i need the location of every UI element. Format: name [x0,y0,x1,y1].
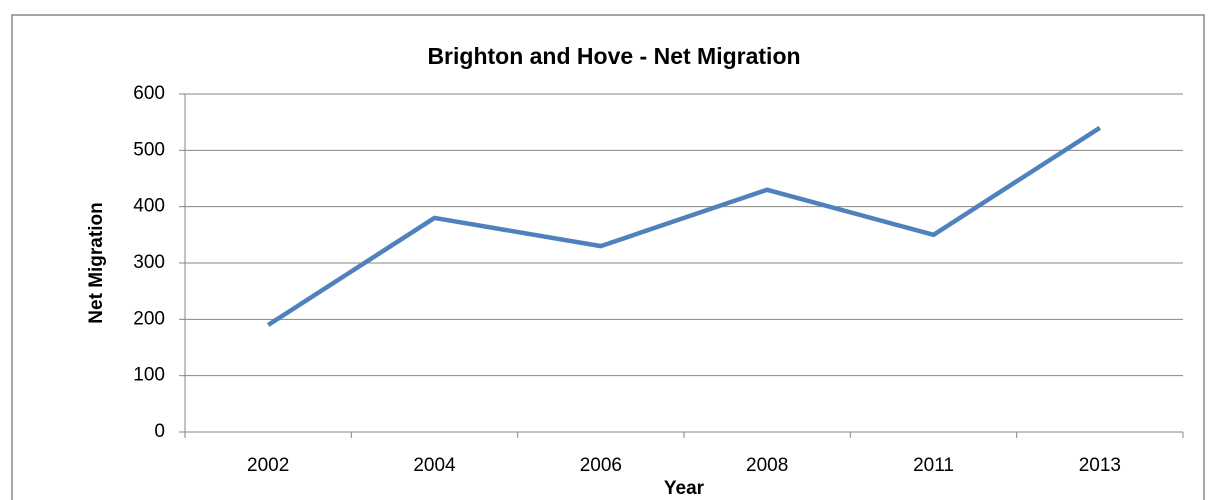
x-tick-label: 2006 [580,455,622,476]
x-tick-label: 2004 [413,455,456,476]
chart-title: Brighton and Hove - Net Migration [427,43,800,69]
y-tick-label: 600 [133,83,165,104]
y-tick-label: 200 [133,308,165,329]
y-axis-label: Net Migration [86,202,107,323]
x-tick-label: 2013 [1079,455,1121,476]
y-tick-label: 0 [154,421,165,442]
x-tick-label: 2008 [746,455,788,476]
x-tick-label: 2002 [247,455,289,476]
x-tick-label: 2011 [913,455,954,476]
y-tick-label: 300 [133,252,165,273]
y-tick-label: 100 [133,365,165,386]
y-tick-label: 500 [133,139,165,160]
data-line [266,125,1102,327]
chart-frame [11,14,1205,500]
x-axis-label: Year [664,478,705,499]
y-tick-label: 400 [133,196,165,217]
